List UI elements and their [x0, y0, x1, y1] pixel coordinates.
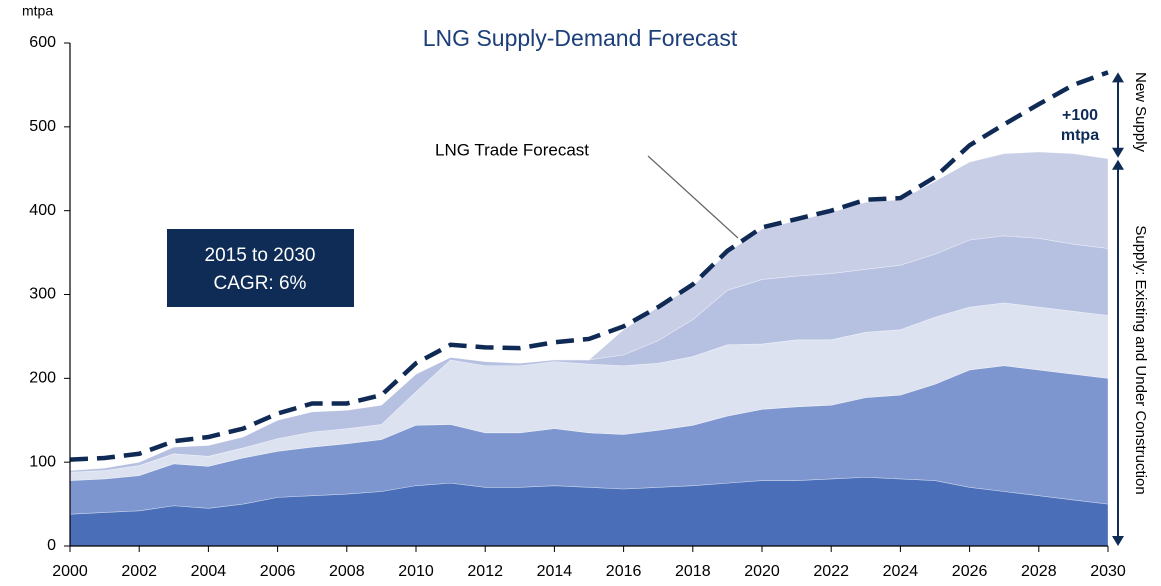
side-label: New Supply — [1132, 72, 1149, 153]
x-tick-label: 2022 — [813, 563, 849, 580]
x-tick-label: 2008 — [329, 563, 365, 580]
y-tick-label: 600 — [29, 34, 56, 51]
x-tick-label: 2020 — [744, 563, 780, 580]
x-tick-label: 2028 — [1021, 563, 1057, 580]
x-tick-label: 2026 — [952, 563, 988, 580]
x-tick-label: 2018 — [675, 563, 711, 580]
box-line: CAGR: 6% — [214, 273, 307, 294]
box-line: 2015 to 2030 — [205, 245, 316, 266]
x-tick-label: 2006 — [260, 563, 296, 580]
x-tick-label: 2014 — [537, 563, 573, 580]
area — [69, 151, 1109, 471]
arrow-head — [1112, 159, 1124, 170]
forecast-label: LNG Trade Forecast — [435, 140, 589, 159]
x-tick-label: 2010 — [398, 563, 434, 580]
side-label: Supply: Existing and Under Construction — [1132, 225, 1149, 494]
x-tick-label: 2002 — [121, 563, 157, 580]
y-tick-label: 100 — [29, 453, 56, 470]
arrow-head — [1112, 536, 1124, 546]
x-tick-label: 2016 — [606, 563, 642, 580]
delta-label: +100 — [1062, 107, 1098, 124]
x-tick-label: 2024 — [883, 563, 919, 580]
arrow-head — [1112, 147, 1124, 158]
y-axis-label: mtpa — [22, 3, 53, 19]
x-tick-label: 2004 — [191, 563, 227, 580]
y-tick-label: 0 — [47, 537, 56, 554]
x-tick-label: 2030 — [1090, 563, 1126, 580]
chart-title: LNG Supply-Demand Forecast — [423, 25, 738, 51]
leader-line — [647, 155, 739, 239]
y-tick-label: 400 — [29, 202, 56, 219]
y-tick-label: 500 — [29, 118, 56, 135]
arrow-head — [1112, 72, 1124, 83]
y-tick-label: 300 — [29, 286, 56, 303]
forecast-line — [69, 70, 1109, 462]
delta-unit: mtpa — [1061, 127, 1099, 144]
x-tick-label: 2012 — [467, 563, 503, 580]
x-tick-label: 2000 — [52, 563, 88, 580]
y-tick-label: 200 — [29, 370, 56, 387]
cagr-box — [167, 229, 354, 307]
